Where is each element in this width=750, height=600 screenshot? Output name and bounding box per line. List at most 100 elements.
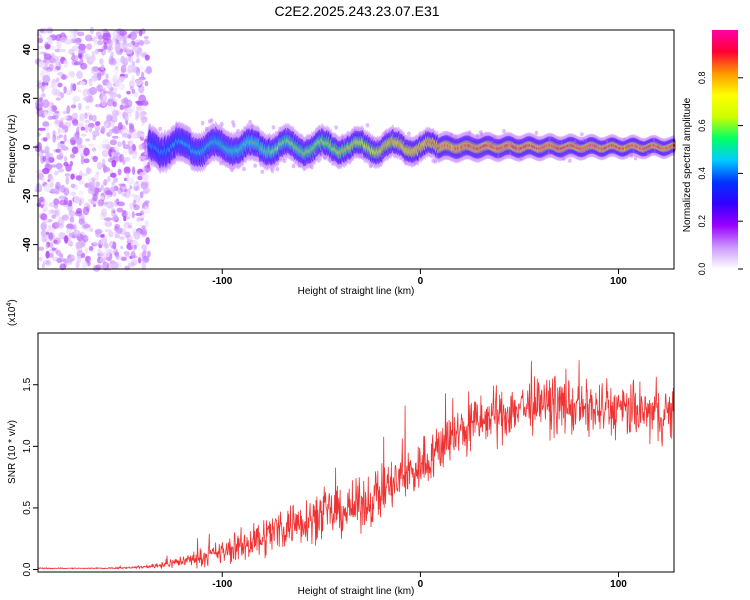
noise-cell <box>51 87 58 96</box>
noise-cell <box>76 143 83 149</box>
noise-cell <box>119 183 127 193</box>
band-scatter <box>407 131 411 136</box>
noise-cell <box>108 56 114 65</box>
noise-cell <box>49 225 54 234</box>
noise-cell <box>114 65 119 71</box>
noise-cell <box>53 170 59 176</box>
noise-cell <box>141 225 146 229</box>
noise-cell <box>135 110 139 119</box>
noise-cell <box>92 130 100 137</box>
band-scatter <box>317 158 321 163</box>
noise-cell <box>113 177 118 183</box>
noise-cell <box>117 35 124 42</box>
noise-cell <box>97 40 104 46</box>
noise-cell <box>101 208 107 218</box>
noise-cell <box>108 231 114 238</box>
noise-cell <box>92 193 98 202</box>
colorbar-label: Normalized spectral amplitude <box>682 97 693 232</box>
noise-cell <box>119 104 124 111</box>
noise-cell <box>130 259 138 266</box>
spectrogram-x-tick-label: -100 <box>212 276 232 287</box>
noise-cell <box>88 246 94 251</box>
noise-cell <box>69 191 75 198</box>
snr-y-scale-exponent: 4 <box>6 303 13 307</box>
noise-cell <box>127 188 131 195</box>
noise-cell <box>98 32 103 42</box>
noise-cell <box>103 164 107 174</box>
noise-cell <box>47 209 52 216</box>
noise-cell <box>71 52 75 58</box>
noise-cell <box>124 55 131 64</box>
noise-cell <box>80 156 85 165</box>
noise-cell <box>117 93 122 99</box>
noise-cell <box>76 81 81 86</box>
noise-cell <box>118 183 126 187</box>
noise-cell <box>105 73 109 80</box>
noise-cell <box>127 262 135 267</box>
band-scatter <box>200 120 205 126</box>
noise-cell <box>63 134 67 143</box>
noise-cell <box>64 155 68 163</box>
snr-x-label: Height of straight line (km) <box>298 586 415 597</box>
noise-cell <box>108 58 117 66</box>
noise-cell <box>59 152 64 159</box>
noise-cell <box>139 172 146 177</box>
noise-cell <box>37 246 45 251</box>
noise-cell <box>117 122 123 130</box>
noise-cell <box>128 146 134 155</box>
noise-cell <box>42 65 50 71</box>
noise-cell <box>71 146 79 154</box>
noise-cell <box>72 83 77 92</box>
noise-cell <box>39 173 44 181</box>
noise-cell <box>51 82 58 89</box>
noise-cell <box>106 131 113 137</box>
noise-cell <box>117 141 122 148</box>
noise-cell <box>47 232 55 241</box>
noise-cell <box>80 126 86 131</box>
spectrogram-y-label: Frequency (Hz) <box>7 115 18 184</box>
noise-cell <box>107 46 111 53</box>
snr-x-tick-label: 100 <box>610 579 627 590</box>
noise-cell <box>63 121 72 128</box>
noise-cell <box>117 168 122 176</box>
noise-cell <box>84 138 91 142</box>
noise-cell <box>131 88 136 94</box>
noise-cell <box>60 36 67 43</box>
noise-cell <box>43 137 48 142</box>
noise-cell <box>120 64 127 74</box>
noise-cell <box>139 191 144 199</box>
noise-cell <box>78 43 86 51</box>
noise-cell <box>68 210 76 217</box>
noise-cell <box>76 250 84 255</box>
noise-cell <box>84 255 92 263</box>
noise-cell <box>82 206 90 216</box>
noise-cell <box>136 200 144 206</box>
noise-cell <box>82 235 89 243</box>
noise-cell <box>112 39 116 46</box>
noise-cell <box>99 257 104 263</box>
noise-cell <box>81 252 86 259</box>
noise-cell <box>43 69 50 73</box>
noise-cell <box>126 177 135 185</box>
noise-cell <box>47 36 53 45</box>
noise-cell <box>41 92 46 97</box>
noise-cell <box>113 126 121 135</box>
noise-cell <box>118 83 125 91</box>
noise-cell <box>85 167 91 175</box>
noise-cell <box>112 87 118 93</box>
noise-cell <box>122 159 126 165</box>
noise-cell <box>144 54 150 61</box>
noise-cell <box>68 240 73 246</box>
noise-cell <box>76 207 83 214</box>
noise-cell <box>49 181 54 188</box>
noise-cell <box>119 111 126 120</box>
noise-cell <box>141 261 147 271</box>
noise-cell <box>75 261 80 269</box>
noise-cell <box>45 259 52 266</box>
noise-cell <box>113 151 118 157</box>
noise-cell <box>143 39 151 45</box>
noise-cell <box>104 143 111 150</box>
noise-cell <box>121 192 127 197</box>
noise-cell <box>129 203 134 210</box>
noise-cell <box>133 204 140 211</box>
